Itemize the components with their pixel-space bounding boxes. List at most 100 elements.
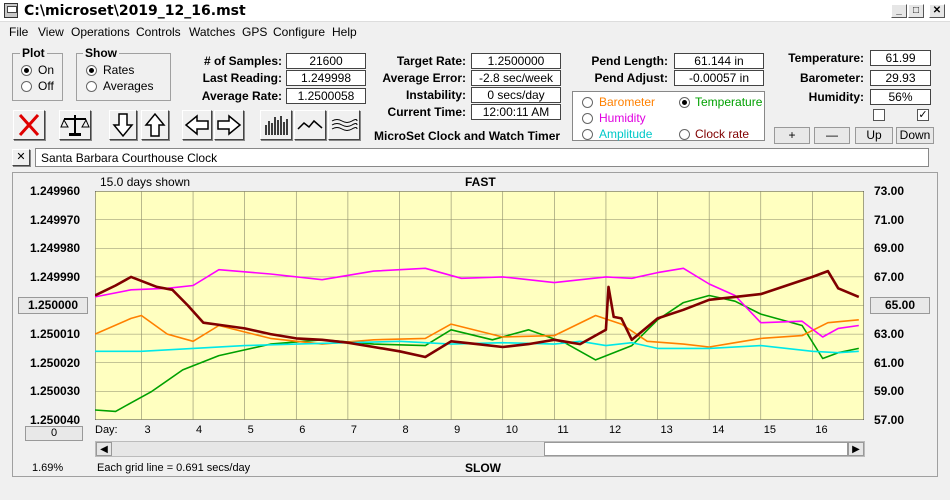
humidity-field: 56% <box>870 89 931 105</box>
show-averages-radio[interactable] <box>86 81 97 92</box>
instability-field: 0 secs/day <box>471 87 561 103</box>
app-name: MicroSet Clock and Watch Timer <box>374 129 561 143</box>
scroll-left-icon[interactable]: ◀ <box>96 442 112 456</box>
pend-adjust-field: -0.00057 in <box>674 70 764 86</box>
plot-group <box>12 53 63 101</box>
arrow-right-icon <box>217 114 242 136</box>
maximize-icon[interactable]: □ <box>908 4 924 18</box>
clock-name-field[interactable]: Santa Barbara Courthouse Clock <box>35 148 929 167</box>
arrow-up-icon <box>144 112 166 137</box>
zero-button[interactable]: 0 <box>25 426 83 441</box>
last-reading-field: 1.249998 <box>286 70 366 86</box>
checkbox-b[interactable]: ✓ <box>917 109 929 121</box>
series-temperature-radio[interactable] <box>679 97 690 108</box>
series-barometer-line <box>95 314 859 348</box>
y-right-tick-label: 57.00 <box>874 413 905 427</box>
right-center-value[interactable]: 65.00 <box>870 297 930 314</box>
y-right-tick-label: 59.00 <box>874 384 905 399</box>
y-left-tick-label: 1.250040 <box>30 413 81 427</box>
bars-icon <box>265 116 288 135</box>
plot-on-radio[interactable] <box>21 65 32 76</box>
down-button[interactable]: Down <box>896 127 934 144</box>
series-barometer-radio[interactable] <box>582 97 593 108</box>
minimize-icon[interactable]: _ <box>891 4 907 18</box>
plot-on-label: On <box>38 63 55 77</box>
plot-group-title: Plot <box>20 46 47 60</box>
title-bar: C:\microset\2019_12_16.mst _ □ ✕ <box>0 0 950 22</box>
grid-note: Each grid line = 0.691 secs/day <box>97 462 251 474</box>
show-rates-radio[interactable] <box>86 65 97 76</box>
slow-label: SLOW <box>465 461 501 475</box>
wave-icon <box>297 119 323 130</box>
pend-adjust-label: Pend Adjust: <box>594 71 668 85</box>
series-amplitude-line <box>95 340 859 354</box>
close-clock-button[interactable]: ✕ <box>12 149 30 166</box>
current-time-field: 12:00:11 AM <box>471 104 561 120</box>
x-tick-label: 13 <box>660 424 673 436</box>
y-right-tick-label: 67.00 <box>874 269 905 284</box>
scroll-thumb[interactable] <box>544 442 848 456</box>
menu-file[interactable]: File <box>9 25 29 39</box>
x-tick-label: 5 <box>247 424 254 436</box>
plot-off-radio[interactable] <box>21 81 32 92</box>
percent-label: 1.69% <box>32 462 64 474</box>
series-rate-line <box>95 269 860 359</box>
up-button[interactable]: Up <box>855 127 893 144</box>
minus-button[interactable]: — <box>814 127 850 144</box>
balance-button[interactable] <box>59 110 91 140</box>
waveform-button[interactable] <box>294 110 326 140</box>
series-temperature-line <box>95 294 859 413</box>
menu-bar: File View Operations Controls Watches GP… <box>0 23 950 41</box>
chart-scrollbar[interactable]: ◀ ▶ <box>95 441 865 457</box>
scale-icon <box>60 115 90 136</box>
left-center-value[interactable]: 1.250000 <box>18 297 88 314</box>
x-tick-label: 16 <box>815 424 828 436</box>
y-right-tick-label: 71.00 <box>874 212 905 227</box>
window-title: C:\microset\2019_12_16.mst <box>24 3 246 19</box>
x-tick-label: 8 <box>402 424 409 436</box>
arrow-down-icon <box>112 113 134 138</box>
y-left-tick-label: 1.250030 <box>30 384 81 399</box>
average-rate-label: Average Rate: <box>201 89 282 103</box>
series-amplitude-radio[interactable] <box>582 129 593 140</box>
menu-controls[interactable]: Controls <box>136 25 181 39</box>
clear-button[interactable] <box>13 110 45 140</box>
menu-operations[interactable]: Operations <box>71 25 130 39</box>
right-arrow-button[interactable] <box>214 110 244 140</box>
close-icon[interactable]: ✕ <box>929 4 945 18</box>
series-humidity-radio[interactable] <box>582 113 593 124</box>
x-tick-label: 10 <box>505 424 518 436</box>
menu-help[interactable]: Help <box>332 25 357 39</box>
series-clock-rate-radio[interactable] <box>679 129 690 140</box>
show-averages-label: Averages <box>103 79 154 93</box>
left-arrow-button[interactable] <box>182 110 212 140</box>
target-rate-label: Target Rate: <box>396 54 466 68</box>
checkbox-a[interactable] <box>873 109 885 121</box>
menu-watches[interactable]: Watches <box>189 25 236 39</box>
humidity-label: Humidity: <box>808 90 864 104</box>
x-tick-label: 6 <box>299 424 306 436</box>
rate-chart[interactable] <box>95 191 864 420</box>
up-arrow-button[interactable] <box>141 110 169 140</box>
y-left-tick-label: 1.250010 <box>30 327 81 342</box>
plus-button[interactable]: + <box>774 127 810 144</box>
pend-length-label: Pend Length: <box>591 54 668 68</box>
histogram-button[interactable] <box>260 110 292 140</box>
x-tick-label: 15 <box>763 424 777 436</box>
x-tick-label: 9 <box>454 424 461 436</box>
pend-length-field: 61.144 in <box>674 53 764 69</box>
menu-view[interactable]: View <box>38 25 64 39</box>
average-error-field: -2.8 sec/week <box>471 70 561 86</box>
smooth-button[interactable] <box>328 110 360 140</box>
series-amplitude-label: Amplitude <box>599 127 653 141</box>
plot-off-label: Off <box>38 79 54 93</box>
y-right-tick-label: 73.00 <box>874 184 905 198</box>
app-icon[interactable] <box>4 3 18 18</box>
down-arrow-button[interactable] <box>109 110 137 140</box>
y-left-tick-label: 1.249990 <box>30 269 81 284</box>
average-rate-field: 1.2500058 <box>286 88 366 104</box>
menu-configure[interactable]: Configure <box>273 25 326 39</box>
menu-gps[interactable]: GPS <box>242 25 268 39</box>
series-temperature-label: Temperature <box>695 95 763 109</box>
scroll-right-icon[interactable]: ▶ <box>848 442 864 456</box>
